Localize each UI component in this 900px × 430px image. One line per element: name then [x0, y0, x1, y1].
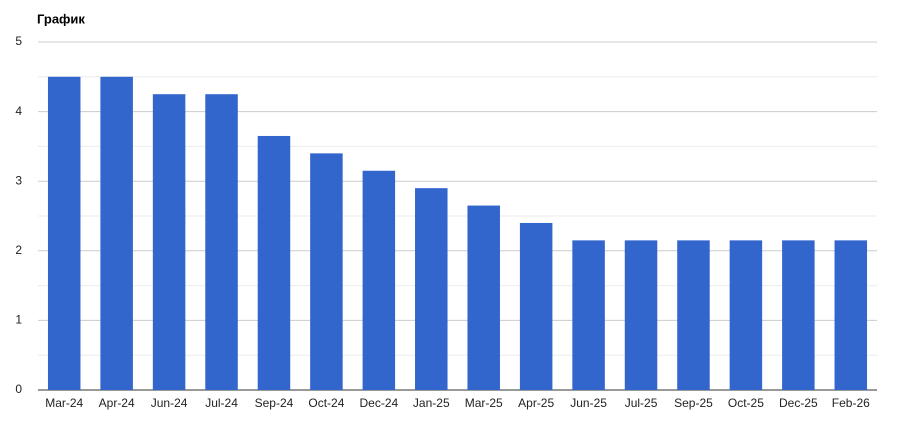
- y-tick-label: 0: [15, 382, 22, 396]
- bar: [729, 240, 763, 390]
- x-tick-label: Sep-24: [255, 396, 294, 410]
- x-tick-label: Jan-25: [413, 396, 450, 410]
- x-tick-label: Jul-24: [205, 396, 238, 410]
- x-tick-label: Dec-25: [779, 396, 818, 410]
- y-tick-label: 1: [15, 313, 22, 327]
- bar: [519, 222, 553, 390]
- bar: [310, 153, 343, 390]
- x-tick-label: Apr-24: [99, 396, 135, 410]
- bar: [362, 170, 396, 390]
- bar: [572, 240, 605, 390]
- x-tick-label: Jun-24: [151, 396, 188, 410]
- x-tick-label: Dec-24: [360, 396, 399, 410]
- y-tick-label: 3: [15, 173, 22, 187]
- x-tick-label: Jun-25: [570, 396, 607, 410]
- x-tick-label: Mar-25: [465, 396, 503, 410]
- bar: [100, 76, 133, 391]
- x-tick-label: Mar-24: [45, 396, 83, 410]
- bar: [624, 240, 658, 390]
- bar: [782, 240, 815, 390]
- bar: [467, 205, 500, 390]
- bar: [415, 188, 448, 390]
- chart-title: График: [37, 11, 85, 26]
- x-tick-label: Jul-25: [625, 396, 658, 410]
- y-tick-label: 4: [15, 104, 22, 118]
- bar: [834, 240, 868, 390]
- bar: [152, 94, 186, 390]
- x-tick-label: Feb-26: [832, 396, 870, 410]
- bar: [205, 94, 238, 390]
- x-tick-label: Apr-25: [518, 396, 554, 410]
- y-tick-label: 5: [15, 34, 22, 48]
- x-tick-label: Oct-25: [728, 396, 764, 410]
- bar: [257, 135, 291, 390]
- x-tick-label: Sep-25: [674, 396, 713, 410]
- bar: [677, 240, 710, 390]
- y-tick-label: 2: [15, 243, 22, 257]
- x-tick-label: Oct-24: [308, 396, 344, 410]
- bar: [47, 76, 81, 391]
